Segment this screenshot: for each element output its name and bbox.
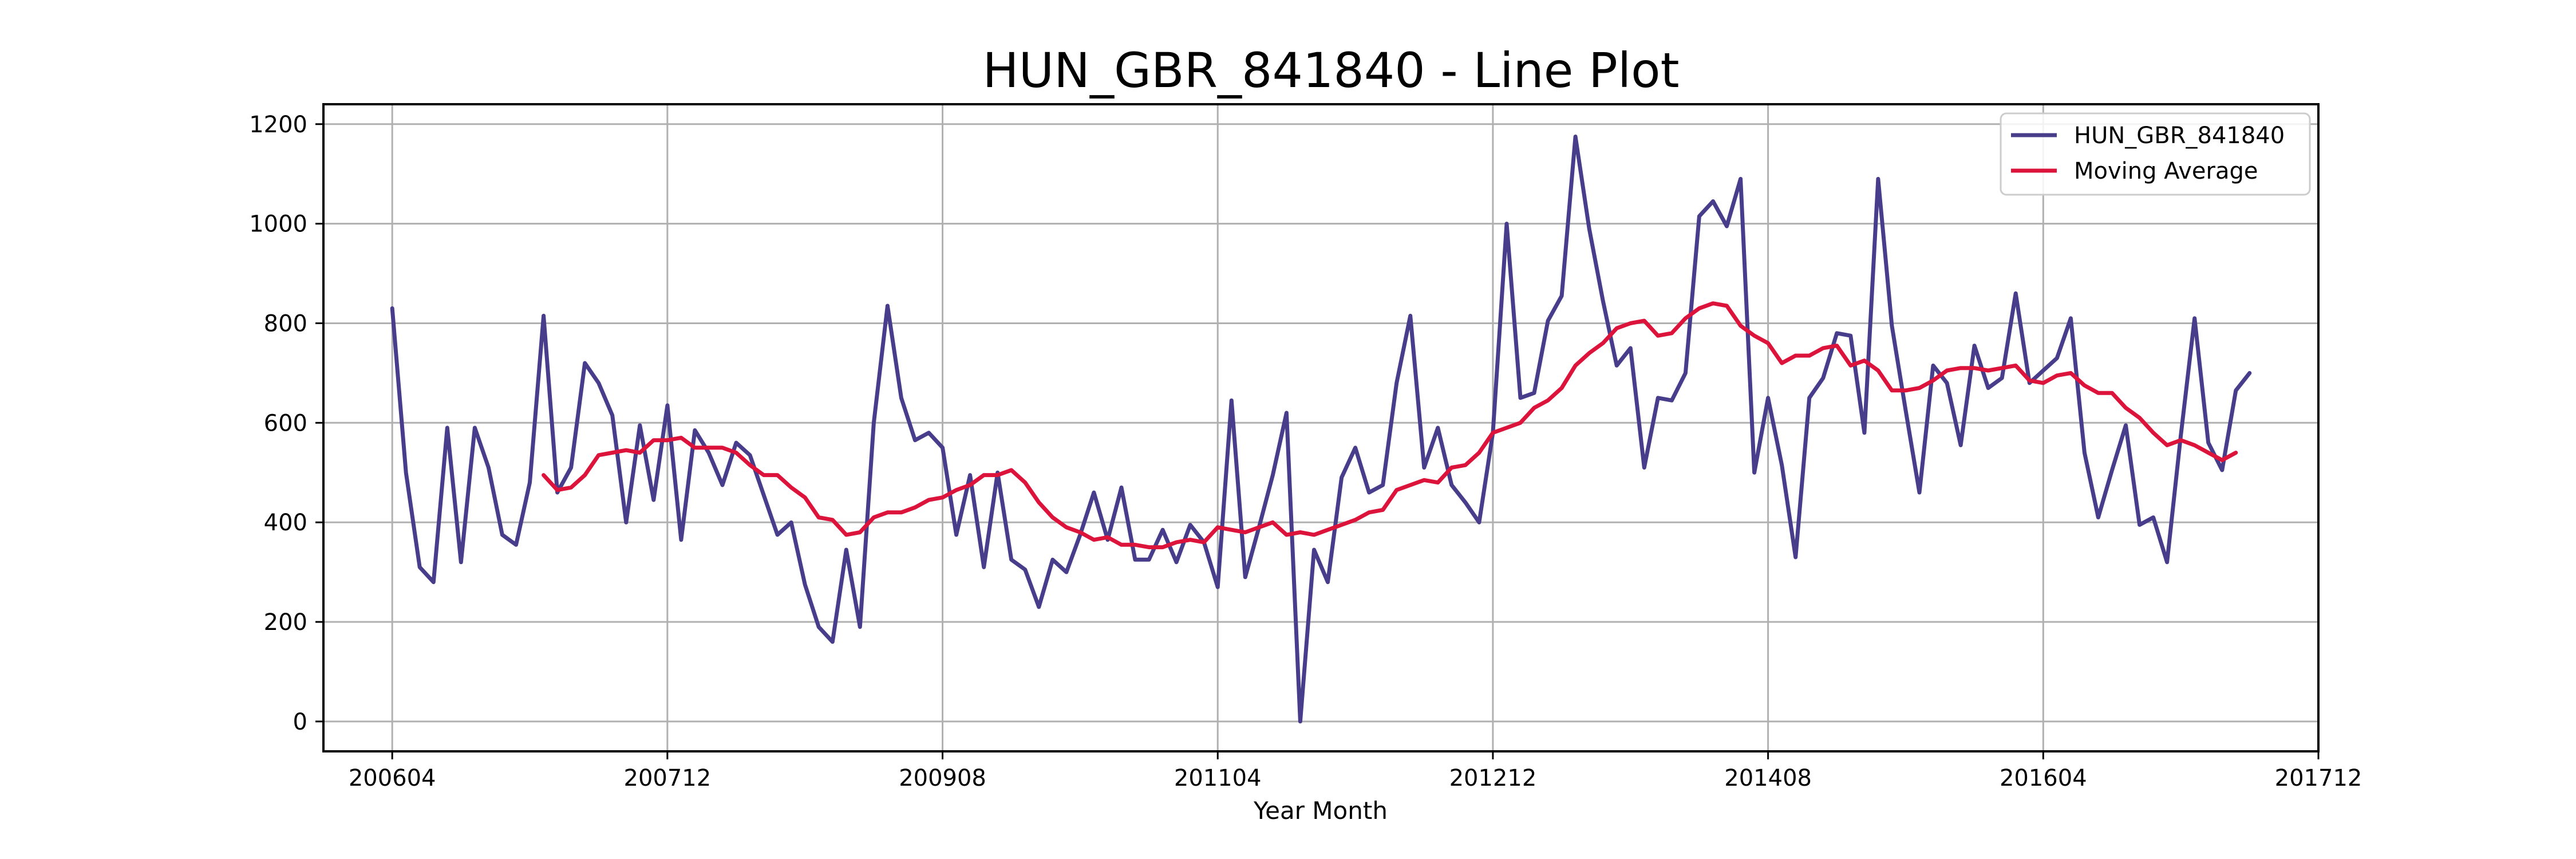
x-tick-label: 200712 [624,765,712,791]
y-tick-label: 1200 [249,112,307,138]
x-tick-label: 200604 [349,765,436,791]
y-tick-label: 0 [293,709,307,735]
x-tick-label: 201712 [2275,765,2362,791]
x-tick-label: 201212 [1449,765,1537,791]
legend-box [2000,112,2311,196]
x-tick-label: 201104 [1174,765,1262,791]
x-tick-label: 201604 [2000,765,2087,791]
legend-label: HUN_GBR_841840 [2074,123,2285,149]
ticks-layer: 200604 200712 200908 201104 201212 201408 2016… [249,112,2362,791]
y-tick-label: 400 [264,510,307,536]
legend: HUN_GBR_841840 Moving Average [2000,112,2311,196]
chart-title: HUN_GBR_841840 - Line Plot [982,42,1679,98]
legend-label: Moving Average [2074,158,2258,184]
plot-frame [322,103,2320,752]
series-line-moving-average [542,301,2238,550]
x-tick-label: 201408 [1724,765,1812,791]
y-tick-label: 800 [264,310,307,337]
y-tick-label: 1000 [249,211,307,238]
series-layer [390,135,2252,724]
x-axis-label: Year Month [1253,797,1388,825]
x-tick-label: 200908 [899,765,986,791]
y-tick-label: 600 [264,410,307,436]
y-tick-label: 200 [264,609,307,636]
